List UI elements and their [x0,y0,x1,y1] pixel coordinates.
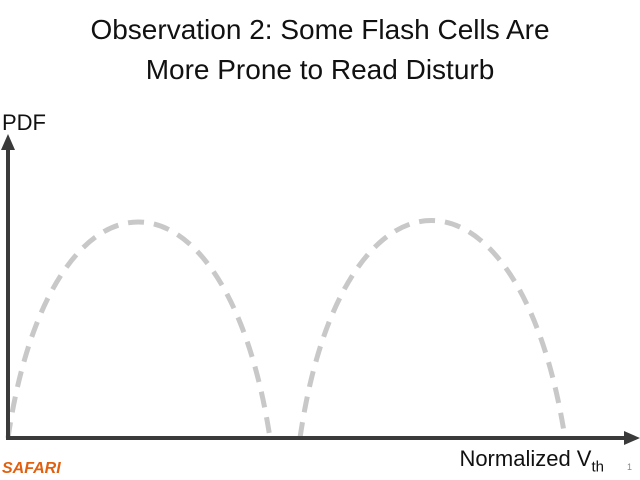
x-axis-label-subscript: th [591,458,604,476]
title-line-2: More Prone to Read Disturb [145,54,495,85]
y-axis-label: PDF [2,110,46,135]
x-axis-label-text: Normalized V [459,446,592,471]
x-axis-arrow [624,431,640,445]
slide-title: Observation 2: Some Flash Cells Are More… [0,10,640,90]
safari-logo: SAFARI [2,460,61,477]
y-axis-arrow [1,134,15,150]
page-number: 1 [626,462,632,472]
x-axis-label: Normalized Vth [459,446,604,475]
title-line-1: Observation 2: Some Flash Cells Are [90,14,550,45]
distribution-curve-2 [297,218,568,439]
distribution-curve-1 [5,219,273,439]
